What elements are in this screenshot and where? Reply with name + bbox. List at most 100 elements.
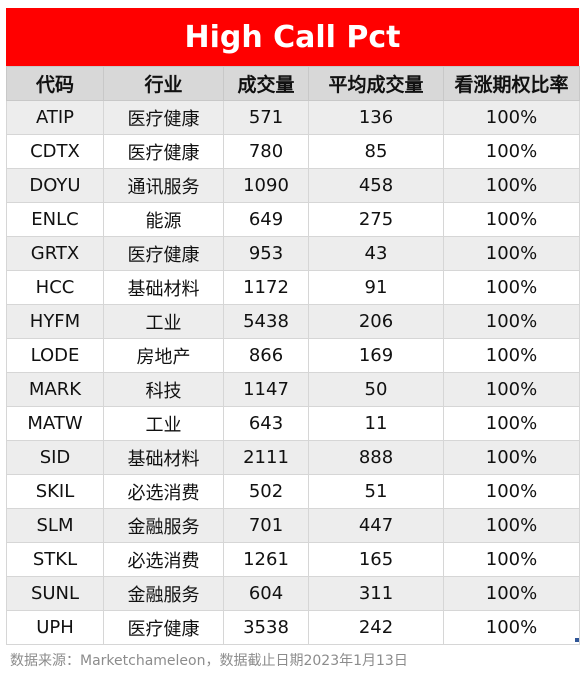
cell-call-ratio[interactable]: 100% xyxy=(443,474,580,509)
cell-volume[interactable]: 649 xyxy=(223,202,309,237)
header-avg-volume: 平均成交量 xyxy=(308,66,444,101)
cell-ticker[interactable]: LODE xyxy=(6,338,104,373)
cell-volume[interactable]: 780 xyxy=(223,134,309,169)
cell-ticker[interactable]: DOYU xyxy=(6,168,104,203)
cell-call-ratio[interactable]: 100% xyxy=(443,236,580,271)
cell-avg-volume[interactable]: 206 xyxy=(308,304,444,339)
fill-handle[interactable] xyxy=(575,638,579,642)
cell-industry[interactable]: 能源 xyxy=(103,202,224,237)
header-industry: 行业 xyxy=(103,66,224,101)
table-row: MATW 工业 643 11 100% xyxy=(6,406,580,441)
table-title: High Call Pct xyxy=(6,8,579,66)
cell-industry[interactable]: 医疗健康 xyxy=(103,610,224,645)
cell-call-ratio[interactable]: 100% xyxy=(443,610,580,645)
cell-ticker[interactable]: MARK xyxy=(6,372,104,407)
cell-volume[interactable]: 701 xyxy=(223,508,309,543)
cell-call-ratio[interactable]: 100% xyxy=(443,270,580,305)
cell-industry[interactable]: 医疗健康 xyxy=(103,134,224,169)
cell-volume[interactable]: 953 xyxy=(223,236,309,271)
cell-ticker[interactable]: MATW xyxy=(6,406,104,441)
cell-industry[interactable]: 金融服务 xyxy=(103,508,224,543)
cell-industry[interactable]: 基础材料 xyxy=(103,440,224,475)
data-table: 代码 行业 成交量 平均成交量 看涨期权比率 ATIP 医疗健康 571 136 100… xyxy=(6,66,580,645)
spreadsheet: High Call Pct 代码 行业 成交量 平均成交量 看涨期权比率 ATI… xyxy=(6,8,580,645)
table-row: LODE 房地产 866 169 100% xyxy=(6,338,580,373)
cell-avg-volume[interactable]: 311 xyxy=(308,576,444,611)
cell-call-ratio[interactable]: 100% xyxy=(443,406,580,441)
cell-ticker[interactable]: HYFM xyxy=(6,304,104,339)
cell-avg-volume[interactable]: 169 xyxy=(308,338,444,373)
cell-call-ratio[interactable]: 100% xyxy=(443,202,580,237)
header-row: 代码 行业 成交量 平均成交量 看涨期权比率 xyxy=(6,66,580,101)
table-body: ATIP 医疗健康 571 136 100% CDTX 医疗健康 780 85 100% DOYU 通… xyxy=(6,100,580,645)
header-volume: 成交量 xyxy=(223,66,309,101)
table-row: DOYU 通讯服务 1090 458 100% xyxy=(6,168,580,203)
cell-ticker[interactable]: UPH xyxy=(6,610,104,645)
cell-volume[interactable]: 1147 xyxy=(223,372,309,407)
cell-avg-volume[interactable]: 136 xyxy=(308,100,444,135)
cell-volume[interactable]: 866 xyxy=(223,338,309,373)
cell-volume[interactable]: 502 xyxy=(223,474,309,509)
cell-industry[interactable]: 房地产 xyxy=(103,338,224,373)
cell-industry[interactable]: 科技 xyxy=(103,372,224,407)
cell-ticker[interactable]: GRTX xyxy=(6,236,104,271)
cell-avg-volume[interactable]: 447 xyxy=(308,508,444,543)
cell-volume[interactable]: 1261 xyxy=(223,542,309,577)
cell-call-ratio[interactable]: 100% xyxy=(443,134,580,169)
cell-ticker[interactable]: HCC xyxy=(6,270,104,305)
table-row: HYFM 工业 5438 206 100% xyxy=(6,304,580,339)
cell-avg-volume[interactable]: 165 xyxy=(308,542,444,577)
cell-avg-volume[interactable]: 242 xyxy=(308,610,444,645)
cell-ticker[interactable]: ENLC xyxy=(6,202,104,237)
cell-avg-volume[interactable]: 50 xyxy=(308,372,444,407)
source-note: 数据来源：Marketchameleon，数据截止日期2023年1月13日 xyxy=(10,653,408,669)
cell-avg-volume[interactable]: 43 xyxy=(308,236,444,271)
cell-ticker[interactable]: SUNL xyxy=(6,576,104,611)
cell-volume[interactable]: 604 xyxy=(223,576,309,611)
cell-call-ratio[interactable]: 100% xyxy=(443,508,580,543)
cell-volume[interactable]: 3538 xyxy=(223,610,309,645)
cell-call-ratio[interactable]: 100% xyxy=(443,304,580,339)
cell-avg-volume[interactable]: 275 xyxy=(308,202,444,237)
table-row: SID 基础材料 2111 888 100% xyxy=(6,440,580,475)
table-row: GRTX 医疗健康 953 43 100% xyxy=(6,236,580,271)
table-row: SKIL 必选消费 502 51 100% xyxy=(6,474,580,509)
cell-volume[interactable]: 2111 xyxy=(223,440,309,475)
cell-industry[interactable]: 基础材料 xyxy=(103,270,224,305)
cell-avg-volume[interactable]: 91 xyxy=(308,270,444,305)
cell-ticker[interactable]: SID xyxy=(6,440,104,475)
cell-ticker[interactable]: CDTX xyxy=(6,134,104,169)
header-call-ratio: 看涨期权比率 xyxy=(443,66,580,101)
cell-volume[interactable]: 571 xyxy=(223,100,309,135)
cell-call-ratio[interactable]: 100% xyxy=(443,542,580,577)
cell-ticker[interactable]: STKL xyxy=(6,542,104,577)
cell-ticker[interactable]: SLM xyxy=(6,508,104,543)
cell-call-ratio[interactable]: 100% xyxy=(443,338,580,373)
cell-avg-volume[interactable]: 85 xyxy=(308,134,444,169)
cell-avg-volume[interactable]: 11 xyxy=(308,406,444,441)
cell-volume[interactable]: 5438 xyxy=(223,304,309,339)
table-row: ATIP 医疗健康 571 136 100% xyxy=(6,100,580,135)
cell-industry[interactable]: 医疗健康 xyxy=(103,236,224,271)
cell-call-ratio[interactable]: 100% xyxy=(443,100,580,135)
cell-ticker[interactable]: SKIL xyxy=(6,474,104,509)
header-ticker: 代码 xyxy=(6,66,104,101)
cell-industry[interactable]: 必选消费 xyxy=(103,542,224,577)
cell-volume[interactable]: 1172 xyxy=(223,270,309,305)
cell-avg-volume[interactable]: 888 xyxy=(308,440,444,475)
cell-industry[interactable]: 金融服务 xyxy=(103,576,224,611)
cell-avg-volume[interactable]: 458 xyxy=(308,168,444,203)
cell-industry[interactable]: 工业 xyxy=(103,406,224,441)
cell-ticker[interactable]: ATIP xyxy=(6,100,104,135)
cell-volume[interactable]: 643 xyxy=(223,406,309,441)
cell-volume[interactable]: 1090 xyxy=(223,168,309,203)
cell-industry[interactable]: 通讯服务 xyxy=(103,168,224,203)
cell-call-ratio[interactable]: 100% xyxy=(443,440,580,475)
cell-call-ratio[interactable]: 100% xyxy=(443,168,580,203)
cell-industry[interactable]: 工业 xyxy=(103,304,224,339)
cell-call-ratio[interactable]: 100% xyxy=(443,576,580,611)
cell-avg-volume[interactable]: 51 xyxy=(308,474,444,509)
cell-call-ratio[interactable]: 100% xyxy=(443,372,580,407)
cell-industry[interactable]: 医疗健康 xyxy=(103,100,224,135)
cell-industry[interactable]: 必选消费 xyxy=(103,474,224,509)
